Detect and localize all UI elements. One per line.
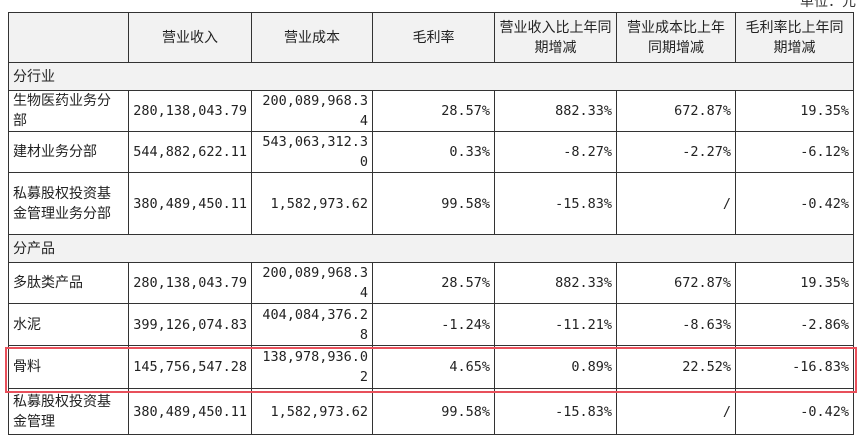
table-row: 多肽类产品 280,138,043.79 200,089,968.34 28.57% 8… xyxy=(8,262,854,304)
row-label: 私募股权投资基金管理业务分部 xyxy=(8,172,129,235)
value-cell: 280,138,043.79 xyxy=(128,90,252,132)
value-cell: 4.65% xyxy=(372,345,495,389)
value-cell: 28.57% xyxy=(372,90,495,132)
value-cell: 399,126,074.83 xyxy=(128,303,252,346)
section-row: 分产品 xyxy=(8,234,854,263)
value-cell: 280,138,043.79 xyxy=(128,262,252,304)
value-cell: 99.58% xyxy=(372,388,495,435)
column-header: 营业收入 xyxy=(128,12,252,63)
value-cell: 200,089,968.34 xyxy=(251,90,373,132)
table-row: 私募股权投资基金管理业务分部 380,489,450.11 1,582,973.62… xyxy=(8,172,854,235)
financial-table: 营业收入 营业成本 毛利率 营业收入比上年同期增减 营业成本比上年同期增减 毛利率比上年同… xyxy=(8,12,854,435)
value-cell: -15.83% xyxy=(494,172,617,235)
value-cell: 672.87% xyxy=(616,90,736,132)
value-cell: 672.87% xyxy=(616,262,736,304)
value-cell: 543,063,312.30 xyxy=(251,131,373,173)
value-cell: 99.58% xyxy=(372,172,495,235)
value-cell: 22.52% xyxy=(616,345,736,389)
section-row: 分行业 xyxy=(8,62,854,91)
table-row: 建材业务分部 544,882,622.11 543,063,312.30 0.33% -… xyxy=(8,131,854,173)
value-cell: -11.21% xyxy=(494,303,617,346)
value-cell: 404,084,376.28 xyxy=(251,303,373,346)
value-cell: / xyxy=(616,388,736,435)
value-cell: 145,756,547.28 xyxy=(128,345,252,389)
value-cell: 882.33% xyxy=(494,90,617,132)
row-label: 生物医药业务分部 xyxy=(8,90,129,132)
column-header: 毛利率 xyxy=(372,12,495,63)
value-cell: -0.42% xyxy=(735,388,854,435)
value-cell: 28.57% xyxy=(372,262,495,304)
row-label: 建材业务分部 xyxy=(8,131,129,173)
value-cell: 1,582,973.62 xyxy=(251,172,373,235)
table-row: 生物医药业务分部 280,138,043.79 200,089,968.34 28.5… xyxy=(8,90,854,132)
table-row: 私募股权投资基金管理 380,489,450.11 1,582,973.62 99.5… xyxy=(8,388,854,435)
value-cell: 0.33% xyxy=(372,131,495,173)
value-cell: 200,089,968.34 xyxy=(251,262,373,304)
row-label: 水泥 xyxy=(8,303,129,346)
section-title: 分产品 xyxy=(8,234,854,263)
value-cell: 19.35% xyxy=(735,262,854,304)
column-header: 营业成本比上年同期增减 xyxy=(616,12,736,63)
value-cell: -1.24% xyxy=(372,303,495,346)
row-label: 骨料 xyxy=(8,345,129,389)
value-cell: 380,489,450.11 xyxy=(128,172,252,235)
value-cell: -16.83% xyxy=(735,345,854,389)
header-row: 营业收入 营业成本 毛利率 营业收入比上年同期增减 营业成本比上年同期增减 毛利率比上年同… xyxy=(8,12,854,63)
table-row: 骨料 145,756,547.28 138,978,936.02 4.65% 0.89%… xyxy=(8,345,854,389)
value-cell: / xyxy=(616,172,736,235)
value-cell: 1,582,973.62 xyxy=(251,388,373,435)
row-label: 私募股权投资基金管理 xyxy=(8,388,129,435)
value-cell: 0.89% xyxy=(494,345,617,389)
value-cell: -0.42% xyxy=(735,172,854,235)
value-cell: -2.86% xyxy=(735,303,854,346)
table-row: 水泥 399,126,074.83 404,084,376.28 -1.24% -11.… xyxy=(8,303,854,346)
value-cell: 138,978,936.02 xyxy=(251,345,373,389)
value-cell: -2.27% xyxy=(616,131,736,173)
section-title: 分行业 xyxy=(8,62,854,91)
value-cell: -15.83% xyxy=(494,388,617,435)
value-cell: -6.12% xyxy=(735,131,854,173)
value-cell: 19.35% xyxy=(735,90,854,132)
column-header xyxy=(8,12,129,63)
value-cell: 882.33% xyxy=(494,262,617,304)
value-cell: 380,489,450.11 xyxy=(128,388,252,435)
value-cell: -8.63% xyxy=(616,303,736,346)
column-header: 毛利率比上年同期增减 xyxy=(735,12,854,63)
value-cell: -8.27% xyxy=(494,131,617,173)
unit-label: 单位：元 xyxy=(800,0,856,10)
value-cell: 544,882,622.11 xyxy=(128,131,252,173)
row-label: 多肽类产品 xyxy=(8,262,129,304)
column-header: 营业成本 xyxy=(251,12,373,63)
column-header: 营业收入比上年同期增减 xyxy=(494,12,617,63)
